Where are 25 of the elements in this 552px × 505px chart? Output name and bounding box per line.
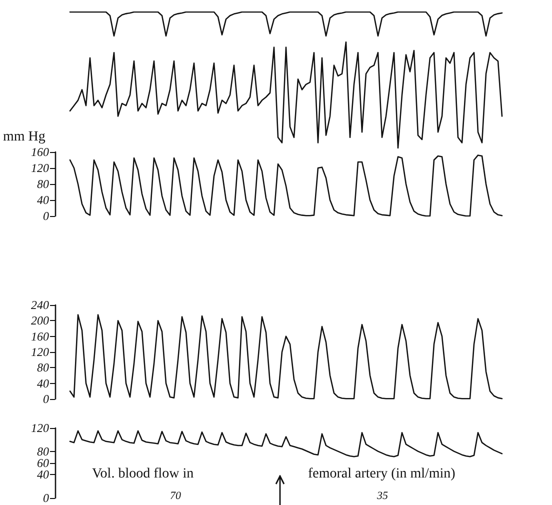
y-tick-label: 200 bbox=[31, 314, 49, 328]
y-axis-title: mm Hg bbox=[3, 130, 46, 144]
annotation: Vol. blood flow in bbox=[92, 466, 194, 482]
y-tick-label: 80 bbox=[37, 444, 49, 458]
y-tick-label: 0 bbox=[43, 392, 49, 406]
line-series bbox=[69, 154, 503, 217]
y-tick-label: 40 bbox=[37, 376, 49, 390]
y-tick-label: 120 bbox=[31, 345, 49, 359]
y-tick-label: 160 bbox=[31, 329, 49, 344]
y-tick-label: 80 bbox=[37, 360, 49, 375]
line-series bbox=[69, 314, 503, 400]
y-tick-label: 40 bbox=[37, 468, 49, 482]
y-tick-label: 0 bbox=[43, 491, 49, 505]
y-tick-label: 120 bbox=[31, 161, 49, 175]
y-tick-label: 160 bbox=[31, 145, 49, 159]
y-tick-label: 120 bbox=[31, 421, 49, 435]
y-tick-label: 240 bbox=[31, 298, 49, 312]
y-tick-label: 40 bbox=[37, 193, 49, 207]
line-series bbox=[69, 430, 503, 458]
y-tick-label: 0 bbox=[43, 209, 49, 223]
y-tick-label: 80 bbox=[37, 177, 49, 191]
annotation: 35 bbox=[376, 490, 388, 502]
annotation: femoral artery (in ml/min) bbox=[308, 466, 456, 482]
annotation: 70 bbox=[170, 490, 182, 502]
y-tick-label: 60 bbox=[37, 456, 49, 470]
